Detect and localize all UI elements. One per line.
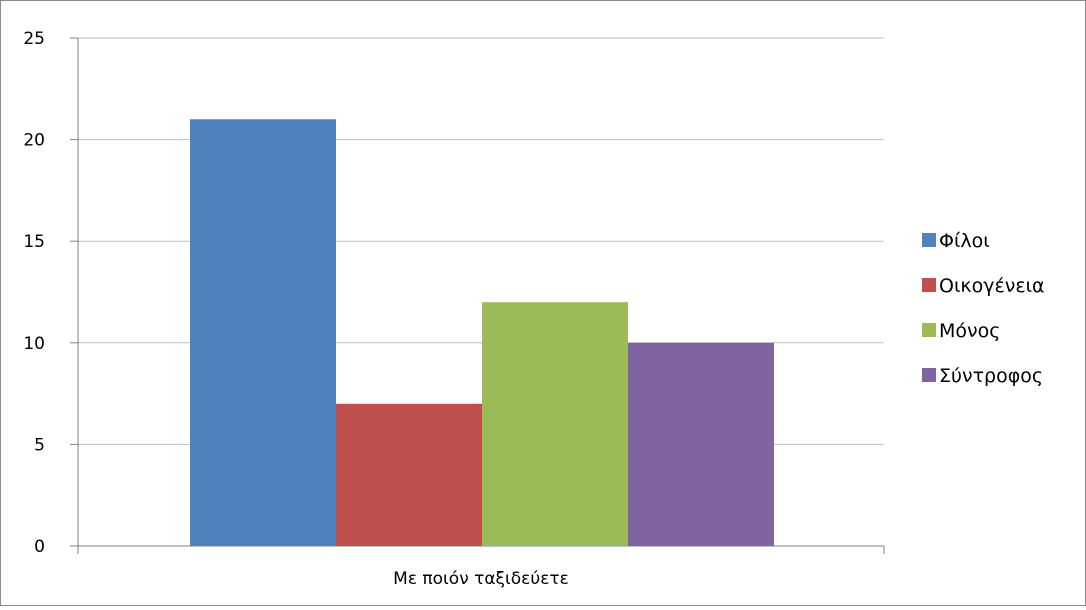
y-tick-label-0: 0 [34,537,45,557]
legend-label-Σύντροφος: Σύντροφος [939,365,1043,387]
bars [190,119,774,546]
bar-Φίλοι [190,119,336,546]
bar-Οικογένεια [336,403,482,546]
y-tick-label-20: 20 [23,131,45,151]
bar-Μόνος [482,302,628,546]
legend-swatch-Οικογένεια [922,278,936,292]
legend-label-Οικογένεια: Οικογένεια [939,275,1045,297]
x-tick-labels: Με ποιόν ταξιδεύετε [393,569,569,589]
y-tick-label-5: 5 [34,435,45,455]
y-tick-label-15: 15 [23,232,45,252]
bar-Σύντροφος [628,342,774,546]
legend-swatch-Σύντροφος [922,368,936,382]
x-category-label: Με ποιόν ταξιδεύετε [393,569,569,589]
legend-swatch-Μόνος [922,323,936,337]
y-tick-label-25: 25 [23,29,45,49]
y-tick-labels: 0 5 10 15 20 25 [23,29,45,557]
legend-swatch-Φίλοι [922,233,936,247]
legend-label-Μόνος: Μόνος [939,320,1000,342]
legend-label-Φίλοι: Φίλοι [939,230,990,252]
legend: Φίλοι Οικογένεια Μόνος Σύντροφος [922,230,1045,387]
y-tick-label-10: 10 [23,334,45,354]
